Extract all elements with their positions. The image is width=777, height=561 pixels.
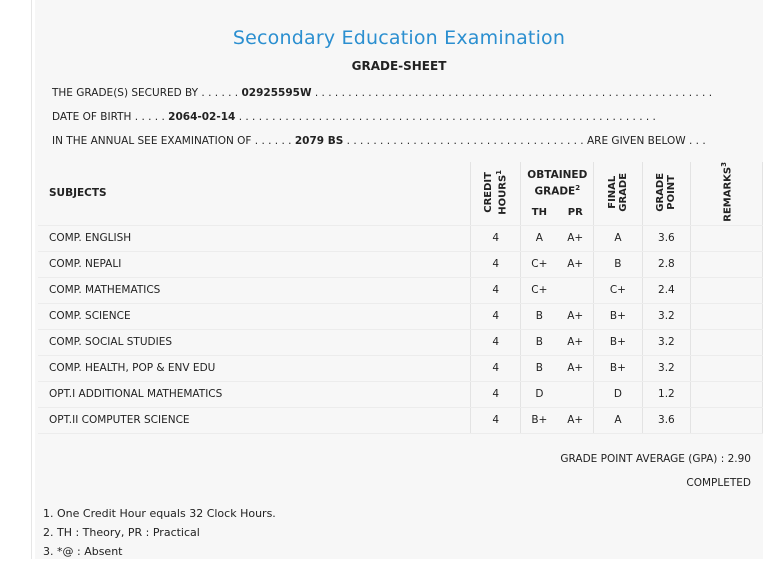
exam-dots: . . . . . . . . . . . . . . . . . . . . … — [346, 135, 584, 147]
table-row: COMP. HEALTH, POP & ENV EDU 4 B A+ B+ 3.2 — [38, 355, 763, 382]
page-edge-line — [31, 0, 32, 559]
remarks-header: REMARKS3 — [690, 162, 763, 226]
grade-point-cell: 1.2 — [641, 381, 691, 408]
final-grade-cell: B+ — [593, 303, 643, 330]
grade-point-header: GRADE POINT — [641, 162, 691, 226]
th-grade-cell: B — [520, 355, 558, 382]
dob-label: DATE OF BIRTH . . . . . — [52, 111, 165, 123]
dob-value: 2064-02-14 — [168, 111, 236, 123]
credit-cell: 4 — [469, 329, 521, 356]
table-row: COMP. SCIENCE 4 B A+ B+ 3.2 — [38, 303, 763, 330]
pr-grade-cell: A+ — [557, 303, 594, 330]
footnote-1: 1. One Credit Hour equals 32 Clock Hours… — [43, 507, 276, 520]
exam-suffix: ARE GIVEN BELOW . . . — [586, 135, 706, 147]
credit-cell: 4 — [469, 355, 521, 382]
pr-grade-cell — [557, 277, 594, 304]
subject-cell: OPT.I ADDITIONAL MATHEMATICS — [38, 381, 471, 408]
credit-cell: 4 — [469, 225, 521, 252]
final-grade-cell: D — [593, 381, 643, 408]
remarks-cell — [690, 225, 763, 252]
subject-cell: COMP. SOCIAL STUDIES — [38, 329, 471, 356]
grade-sheet-heading: GRADE-SHEET — [351, 59, 447, 73]
pr-grade-cell: A+ — [557, 355, 594, 382]
grade-point-cell: 2.8 — [641, 251, 691, 278]
remarks-cell — [690, 355, 763, 382]
secured-by-dots: . . . . . . . . . . . . . . . . . . . . … — [314, 87, 713, 99]
th-grade-cell: D — [520, 381, 558, 408]
obtained-grade-header: OBTAINED GRADE2 TH PR — [520, 162, 594, 226]
pr-grade-cell: A+ — [557, 251, 594, 278]
final-grade-cell: B+ — [593, 355, 643, 382]
footnotes: 1. One Credit Hour equals 32 Clock Hours… — [43, 504, 276, 561]
th-grade-cell: B — [520, 303, 558, 330]
pr-grade-cell: A+ — [557, 407, 594, 434]
th-grade-cell: B — [520, 329, 558, 356]
th-grade-cell: C+ — [520, 277, 558, 304]
table-row: OPT.I ADDITIONAL MATHEMATICS 4 D D 1.2 — [38, 381, 763, 408]
symbol-number: 02925595W — [241, 87, 312, 99]
grade-point-cell: 3.6 — [641, 225, 691, 252]
secured-by-label: THE GRADE(S) SECURED BY . . . . . . — [52, 87, 239, 99]
subject-cell: COMP. HEALTH, POP & ENV EDU — [38, 355, 471, 382]
table-row: COMP. MATHEMATICS 4 C+ C+ 2.4 — [38, 277, 763, 304]
final-grade-cell: C+ — [593, 277, 643, 304]
remarks-cell — [690, 251, 763, 278]
remarks-cell — [690, 381, 763, 408]
final-grade-cell: B — [593, 251, 643, 278]
credit-hours-header: CREDIT HOURS1 — [469, 162, 521, 226]
grade-sheet: Secondary Education Examination GRADE-SH… — [35, 0, 763, 559]
exam-label: IN THE ANNUAL SEE EXAMINATION OF . . . .… — [52, 135, 292, 147]
credit-cell: 4 — [469, 277, 521, 304]
exam-year: 2079 BS — [294, 135, 344, 147]
th-grade-cell: B+ — [520, 407, 558, 434]
th-grade-cell: A — [520, 225, 558, 252]
dob-dots: . . . . . . . . . . . . . . . . . . . . … — [238, 111, 656, 123]
th-header: TH — [531, 206, 547, 218]
final-grade-header: FINAL GRADE — [593, 162, 643, 226]
grade-point-cell: 3.2 — [641, 329, 691, 356]
final-grade-cell: A — [593, 225, 643, 252]
gpa-summary: GRADE POINT AVERAGE (GPA) : 2.90 — [560, 453, 751, 465]
table-row: COMP. NEPALI 4 C+ A+ B 2.8 — [38, 251, 763, 278]
pr-grade-cell: A+ — [557, 329, 594, 356]
grade-point-cell: 2.4 — [641, 277, 691, 304]
exam-line: IN THE ANNUAL SEE EXAMINATION OF . . . .… — [52, 135, 706, 147]
pr-grade-cell: A+ — [557, 225, 594, 252]
credit-cell: 4 — [469, 407, 521, 434]
subject-cell: COMP. MATHEMATICS — [38, 277, 471, 304]
credit-cell: 4 — [469, 303, 521, 330]
table-row: COMP. SOCIAL STUDIES 4 B A+ B+ 3.2 — [38, 329, 763, 356]
grades-table: SUBJECTS CREDIT HOURS1 OBTAINED GRADE2 T… — [38, 162, 763, 434]
remarks-cell — [690, 407, 763, 434]
credit-cell: 4 — [469, 381, 521, 408]
remarks-cell — [690, 277, 763, 304]
table-row: COMP. ENGLISH 4 A A+ A 3.6 — [38, 225, 763, 252]
table-row: OPT.II COMPUTER SCIENCE 4 B+ A+ A 3.6 — [38, 407, 763, 434]
pr-header: PR — [567, 206, 583, 218]
subject-cell: OPT.II COMPUTER SCIENCE — [38, 407, 471, 434]
completion-status: COMPLETED — [686, 477, 751, 489]
credit-cell: 4 — [469, 251, 521, 278]
footnote-2: 2. TH : Theory, PR : Practical — [43, 526, 200, 539]
subject-cell: COMP. NEPALI — [38, 251, 471, 278]
footnote-3: 3. *@ : Absent — [43, 545, 123, 558]
remarks-cell — [690, 329, 763, 356]
subject-cell: COMP. SCIENCE — [38, 303, 471, 330]
final-grade-cell: A — [593, 407, 643, 434]
table-header-row: SUBJECTS CREDIT HOURS1 OBTAINED GRADE2 T… — [38, 162, 763, 226]
exam-title: Secondary Education Examination — [232, 27, 566, 49]
th-grade-cell: C+ — [520, 251, 558, 278]
dob-line: DATE OF BIRTH . . . . . 2064-02-14 . . .… — [52, 111, 656, 123]
final-grade-cell: B+ — [593, 329, 643, 356]
grade-point-cell: 3.6 — [641, 407, 691, 434]
secured-by-line: THE GRADE(S) SECURED BY . . . . . . 0292… — [52, 87, 712, 99]
remarks-cell — [690, 303, 763, 330]
pr-grade-cell — [557, 381, 594, 408]
grade-point-cell: 3.2 — [641, 303, 691, 330]
subject-cell: COMP. ENGLISH — [38, 225, 471, 252]
subjects-header: SUBJECTS — [38, 162, 471, 226]
grade-point-cell: 3.2 — [641, 355, 691, 382]
